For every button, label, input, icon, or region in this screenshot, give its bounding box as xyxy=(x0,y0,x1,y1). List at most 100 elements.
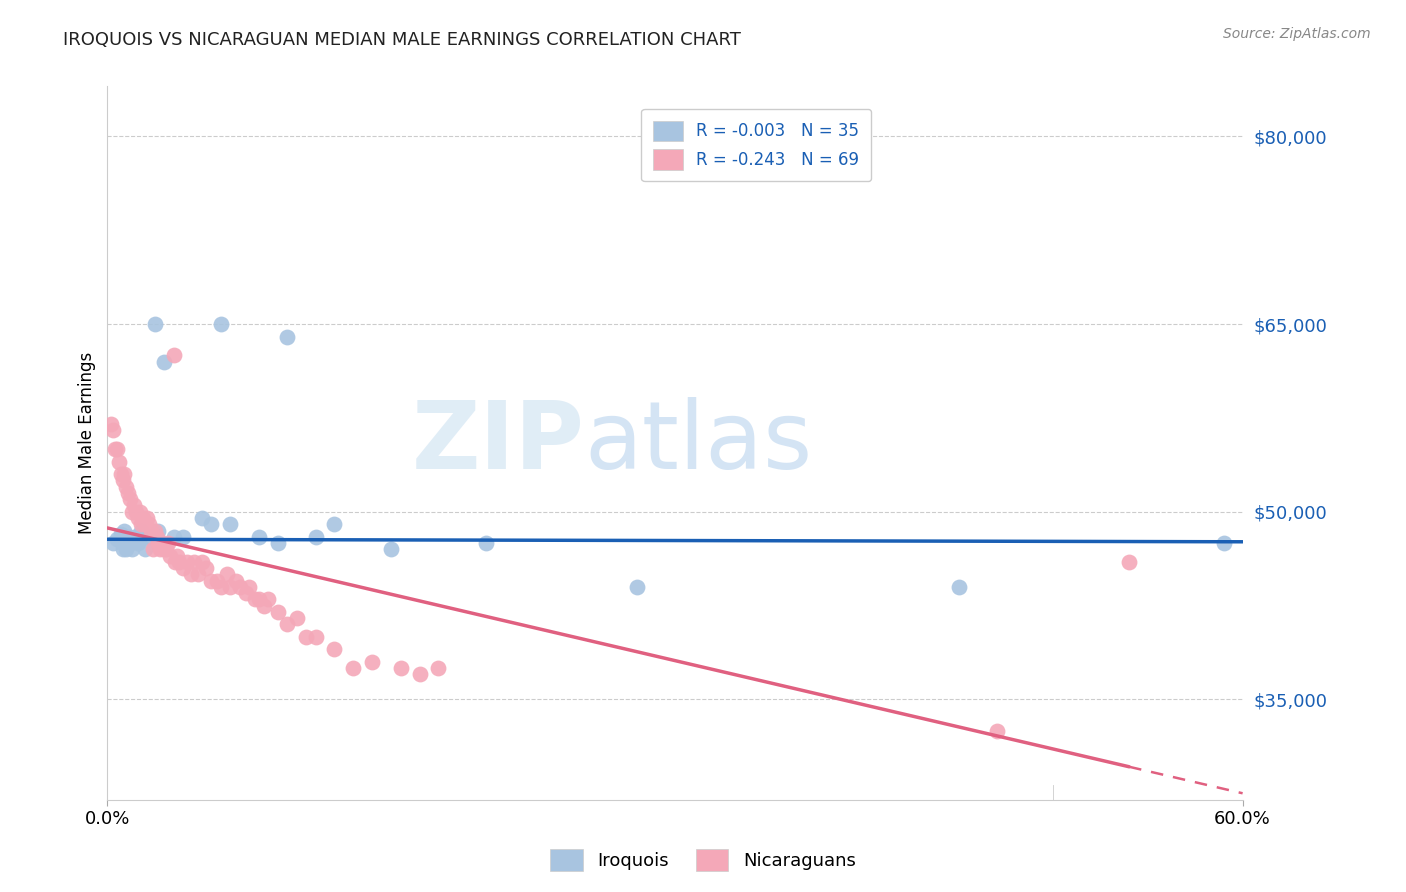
Point xyxy=(323,642,346,657)
Point xyxy=(219,517,242,532)
Point xyxy=(229,580,252,594)
Text: IROQUOIS VS NICARAGUAN MEDIAN MALE EARNINGS CORRELATION CHART: IROQUOIS VS NICARAGUAN MEDIAN MALE EARNI… xyxy=(63,31,741,49)
Point xyxy=(342,661,364,675)
Point xyxy=(110,467,132,482)
Point xyxy=(104,442,127,457)
Point xyxy=(143,317,166,331)
Point xyxy=(169,555,191,569)
Point xyxy=(159,549,181,563)
Point xyxy=(238,580,260,594)
Point xyxy=(247,530,270,544)
Point xyxy=(128,530,150,544)
Point xyxy=(110,527,132,541)
Point xyxy=(120,536,142,550)
Point xyxy=(165,555,187,569)
Point xyxy=(266,536,288,550)
Text: Source: ZipAtlas.com: Source: ZipAtlas.com xyxy=(1223,27,1371,41)
Point xyxy=(1118,555,1140,569)
Point xyxy=(166,549,188,563)
Point xyxy=(475,536,498,550)
Point xyxy=(304,630,326,644)
Point xyxy=(243,592,266,607)
Point xyxy=(219,580,242,594)
Point xyxy=(153,542,176,557)
Point xyxy=(176,555,198,569)
Point xyxy=(215,567,238,582)
Point xyxy=(247,592,270,607)
Point xyxy=(139,524,162,538)
Point xyxy=(162,348,184,362)
Point xyxy=(125,505,148,519)
Point xyxy=(107,455,129,469)
Point xyxy=(132,511,155,525)
Point xyxy=(117,530,139,544)
Point xyxy=(205,574,228,588)
Point xyxy=(112,467,135,482)
Point xyxy=(121,505,143,519)
Point xyxy=(128,505,150,519)
Point xyxy=(986,723,1008,738)
Point xyxy=(153,354,176,368)
Point xyxy=(276,329,298,343)
Point xyxy=(200,517,222,532)
Point xyxy=(209,317,232,331)
Point xyxy=(100,417,122,432)
Point xyxy=(105,442,128,457)
Legend: Iroquois, Nicaraguans: Iroquois, Nicaraguans xyxy=(543,842,863,879)
Point xyxy=(323,517,346,532)
Point xyxy=(295,630,318,644)
Point xyxy=(134,517,156,532)
Point xyxy=(120,492,142,507)
Point xyxy=(122,499,145,513)
Point xyxy=(115,542,138,557)
Point xyxy=(111,542,134,557)
Point xyxy=(148,524,170,538)
Point xyxy=(156,536,179,550)
Point xyxy=(380,542,402,557)
Point xyxy=(183,555,205,569)
Point xyxy=(155,542,177,557)
Point xyxy=(125,530,148,544)
Point xyxy=(266,605,288,619)
Point xyxy=(134,542,156,557)
Point xyxy=(127,511,149,525)
Point xyxy=(408,667,430,681)
Y-axis label: Median Male Earnings: Median Male Earnings xyxy=(79,351,96,534)
Point xyxy=(285,611,308,625)
Point xyxy=(194,561,217,575)
Point xyxy=(172,561,194,575)
Point xyxy=(138,517,160,532)
Point xyxy=(131,524,153,538)
Point xyxy=(111,474,134,488)
Text: atlas: atlas xyxy=(583,397,813,489)
Text: ZIP: ZIP xyxy=(412,397,583,489)
Point xyxy=(225,574,247,588)
Point xyxy=(112,524,135,538)
Point xyxy=(143,524,166,538)
Point xyxy=(626,580,648,594)
Point xyxy=(148,536,170,550)
Point xyxy=(209,580,232,594)
Point xyxy=(117,486,139,500)
Point xyxy=(142,542,165,557)
Point xyxy=(235,586,257,600)
Point xyxy=(121,542,143,557)
Point xyxy=(257,592,280,607)
Point xyxy=(136,511,159,525)
Point xyxy=(115,480,138,494)
Point xyxy=(149,542,172,557)
Point xyxy=(101,536,124,550)
Point xyxy=(131,517,153,532)
Point xyxy=(389,661,412,675)
Point xyxy=(101,424,124,438)
Point xyxy=(191,555,214,569)
Point xyxy=(200,574,222,588)
Point xyxy=(138,530,160,544)
Point xyxy=(127,536,149,550)
Point xyxy=(172,530,194,544)
Point xyxy=(105,533,128,547)
Point xyxy=(180,567,202,582)
Point xyxy=(122,530,145,544)
Point xyxy=(150,536,173,550)
Point xyxy=(191,511,214,525)
